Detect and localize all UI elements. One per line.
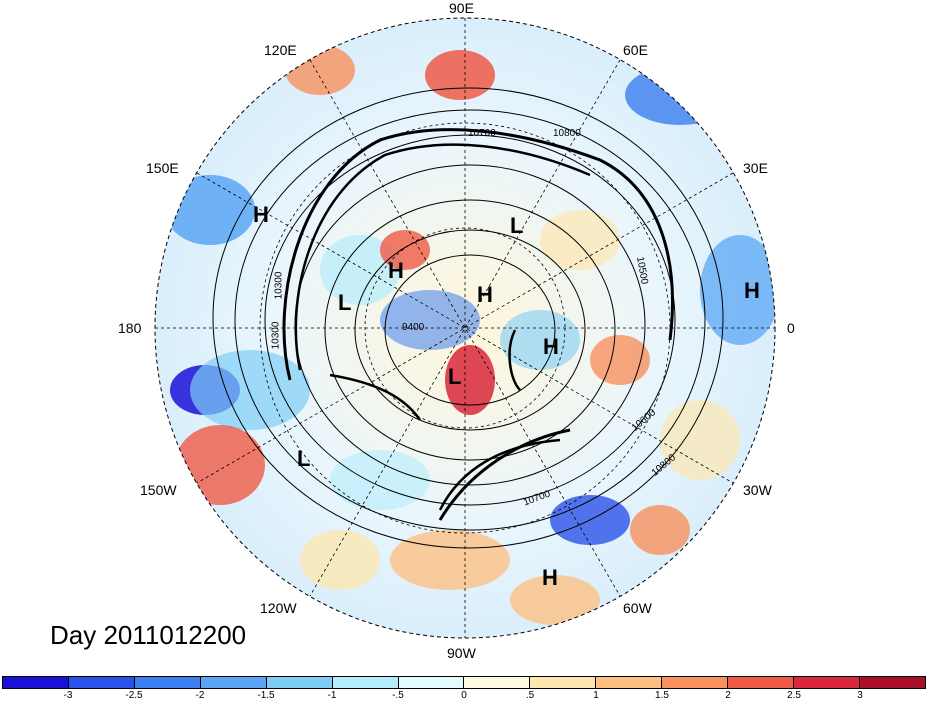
colorbar-swatch: [3, 677, 69, 688]
colorbar-tick-label: .5: [525, 690, 535, 701]
colorbar-tick-label: 2: [725, 690, 731, 701]
high-pressure-label: H: [543, 334, 559, 359]
colorbar-swatch: [200, 677, 267, 688]
colorbar-tick-label: 0: [461, 690, 467, 701]
colorbar-swatch: [68, 677, 135, 688]
colorbar-tick-label: 2.5: [787, 690, 801, 701]
colorbar-tick-label: -1.5: [257, 690, 275, 701]
colorbar-tick-label: -1: [327, 690, 337, 701]
contour-value-label: 10800: [553, 128, 581, 139]
longitude-label: 30E: [743, 160, 768, 176]
contour-value-label: 9400: [402, 322, 425, 333]
longitude-label: 60E: [623, 42, 648, 58]
high-pressure-label: H: [477, 282, 493, 307]
longitude-label: 120W: [260, 600, 297, 616]
longitude-label: 90W: [447, 645, 476, 661]
colorbar-swatch: [859, 677, 925, 688]
high-pressure-label: H: [388, 258, 404, 283]
low-pressure-label: L: [297, 446, 311, 471]
longitude-label: 0: [787, 320, 795, 336]
colorbar-tick-label: -2: [195, 690, 205, 701]
colorbar-tick-label: 1.5: [655, 690, 669, 701]
high-pressure-label: H: [253, 202, 269, 227]
longitude-label: 180: [118, 320, 142, 336]
colorbar-tick-label: 1: [593, 690, 599, 701]
longitude-label: 150E: [146, 160, 179, 176]
colorbar-swatch: [464, 677, 531, 688]
date-title: Day 2011012200: [50, 620, 247, 650]
longitude-label: 30W: [743, 482, 772, 498]
colorbar-swatch: [134, 677, 201, 688]
longitude-label: 120E: [264, 42, 297, 58]
colorbar-tick-label: -2.5: [125, 690, 143, 701]
high-pressure-label: H: [542, 565, 558, 590]
colorbar-tick-label: 3: [857, 690, 863, 701]
colorbar-swatch: [266, 677, 333, 688]
colorbar-swatch: [530, 677, 597, 688]
high-pressure-label: H: [744, 278, 760, 303]
colorbar-swatch: [662, 677, 729, 688]
colorbar-tick-label: -3: [63, 690, 73, 701]
contour-value-label: 10300: [270, 321, 282, 350]
contour-value-label: 10700: [468, 128, 496, 139]
colorbar-swatch: [728, 677, 795, 688]
longitude-label: 90E: [449, 0, 474, 16]
longitude-label: 60W: [623, 600, 652, 616]
colorbar-tick-label: -.5: [392, 690, 404, 701]
colorbar-swatch: [794, 677, 860, 688]
contour-value-label: 10300: [273, 271, 285, 300]
colorbar-swatch: [332, 677, 399, 688]
low-pressure-label: L: [338, 290, 352, 315]
longitude-label: 150W: [140, 482, 177, 498]
graticule: [155, 18, 775, 638]
low-pressure-label: L: [448, 364, 462, 389]
colorbar-swatch: [596, 677, 663, 688]
low-pressure-label: L: [510, 213, 524, 238]
map-boundary: [154, 17, 776, 639]
colorbar-swatch: [398, 677, 465, 688]
colorbar: [2, 676, 926, 689]
height-contours: [212, 87, 724, 549]
